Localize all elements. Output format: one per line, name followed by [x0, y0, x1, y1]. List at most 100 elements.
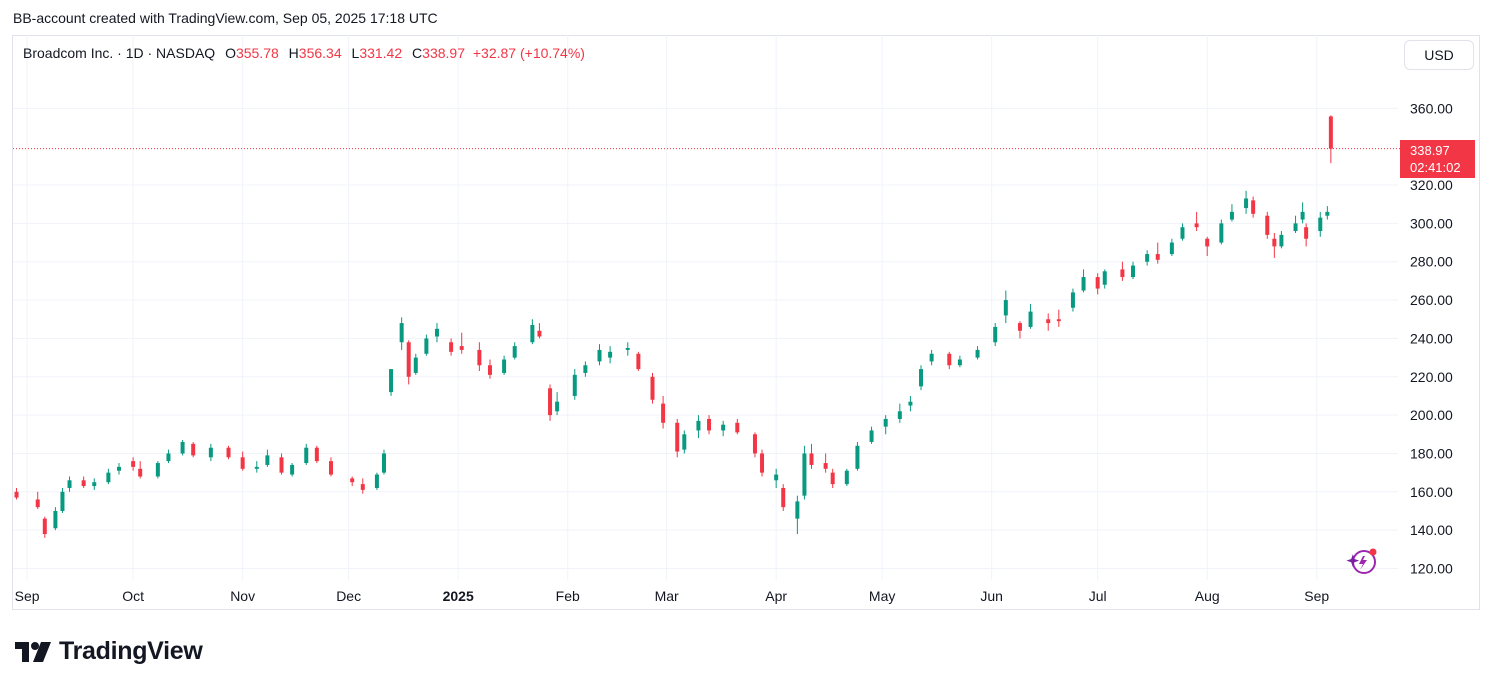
candle-body — [304, 447, 309, 464]
candle-body — [823, 463, 828, 469]
candle-body — [781, 487, 786, 508]
candle-body — [1251, 200, 1256, 214]
candle — [138, 461, 143, 479]
tradingview-logo-icon — [15, 641, 51, 662]
candle-body — [993, 326, 998, 343]
candle-body — [530, 325, 535, 343]
candle — [254, 461, 259, 473]
candle-body — [707, 418, 712, 431]
candle — [555, 392, 560, 416]
candle — [1017, 321, 1022, 339]
candle — [707, 415, 712, 435]
price-tick-label: 300.00 — [1410, 215, 1453, 231]
candle-body — [957, 359, 962, 366]
candle — [290, 463, 295, 477]
candle-body — [131, 461, 136, 467]
candle-body — [1194, 223, 1199, 228]
candle — [869, 426, 874, 444]
candle-body — [399, 323, 404, 343]
candle — [855, 441, 860, 471]
candle — [1131, 261, 1136, 279]
open-value: 355.78 — [235, 45, 279, 61]
ohlc-legend: Broadcom Inc. · 1D · NASDAQ O355.78 H356… — [23, 45, 585, 61]
candle-body — [608, 351, 613, 358]
candle — [1304, 223, 1309, 247]
price-tick-label: 160.00 — [1410, 484, 1453, 500]
candle-body — [477, 349, 482, 366]
candle — [721, 420, 726, 437]
candle — [537, 323, 542, 339]
candle — [67, 476, 72, 492]
candle — [1056, 309, 1061, 327]
candle — [675, 418, 680, 458]
candle — [1318, 211, 1323, 237]
candle — [226, 445, 231, 460]
candle — [1251, 196, 1256, 218]
candle — [908, 395, 913, 412]
candle-body — [81, 480, 86, 487]
candle-body — [1056, 319, 1061, 322]
candle — [1155, 242, 1160, 264]
candle-body — [92, 482, 97, 487]
candle-body — [487, 365, 492, 375]
candle — [1300, 202, 1305, 224]
candle — [1102, 269, 1107, 289]
candle — [406, 340, 411, 385]
open-label: O — [225, 45, 236, 61]
candle-body — [830, 472, 835, 485]
candle-body — [908, 401, 913, 406]
candle — [530, 319, 535, 345]
chart-caption: BB-account created with TradingView.com,… — [13, 10, 438, 26]
candle — [35, 491, 40, 510]
candle-body — [1318, 217, 1323, 232]
candle-body — [314, 447, 319, 462]
candle-body — [1028, 311, 1033, 327]
candle-body — [155, 463, 160, 477]
candle-body — [1081, 277, 1086, 291]
candle-body — [752, 434, 757, 454]
candle-body — [1304, 227, 1309, 239]
candle-body — [929, 353, 934, 362]
candle-body — [774, 474, 779, 481]
candle-body — [636, 353, 641, 370]
candle — [830, 468, 835, 488]
candle — [650, 372, 655, 404]
candle — [304, 443, 309, 465]
candle — [1046, 313, 1051, 331]
symbol-label[interactable]: Broadcom Inc. · 1D · NASDAQ — [23, 45, 216, 61]
candle-body — [661, 403, 666, 423]
candle — [781, 484, 786, 511]
candle — [81, 476, 86, 488]
candle — [1081, 269, 1086, 293]
grid — [13, 35, 1398, 580]
candle-body — [1145, 254, 1150, 262]
high-value: 356.34 — [298, 45, 342, 61]
candle-body — [1046, 319, 1051, 324]
candle — [279, 453, 284, 475]
change-value: +32.87 (+10.74%) — [472, 45, 585, 61]
candle — [360, 478, 365, 494]
chart-frame[interactable] — [12, 35, 1480, 610]
candle-body — [1155, 254, 1160, 260]
candle — [696, 415, 701, 439]
candle — [502, 355, 507, 375]
candle — [1229, 204, 1234, 222]
sparkle-assistant-icon[interactable] — [1345, 547, 1379, 584]
candle-body — [1205, 238, 1210, 247]
tradingview-logo[interactable]: TradingView — [15, 637, 203, 666]
candle-body — [1120, 269, 1125, 278]
candle — [802, 445, 807, 500]
candle — [449, 338, 454, 356]
currency-button[interactable]: USD — [1404, 40, 1474, 70]
candle-body — [226, 447, 231, 458]
candle — [166, 449, 171, 464]
candle-body — [897, 411, 902, 419]
candle-body — [735, 422, 740, 433]
candle — [975, 346, 980, 360]
price-tick-label: 280.00 — [1410, 254, 1453, 270]
candle — [191, 441, 196, 458]
candle — [1070, 288, 1075, 312]
time-tick-label: Oct — [122, 588, 144, 604]
candles — [14, 115, 1333, 538]
